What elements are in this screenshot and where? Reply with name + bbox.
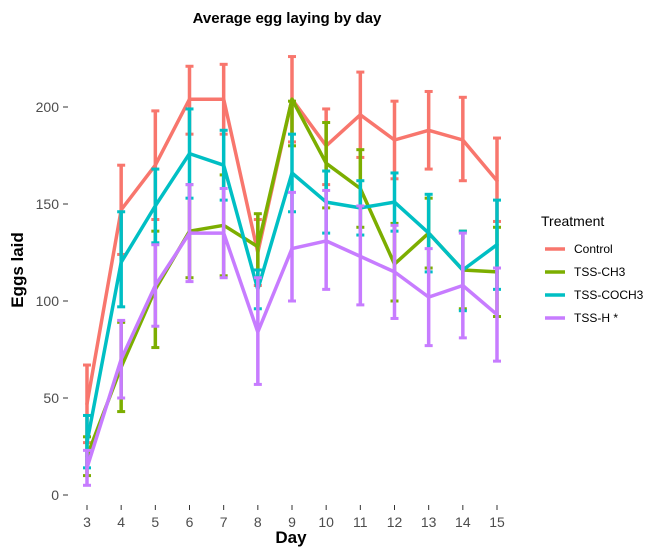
x-tick-label: 6 [186, 514, 194, 530]
x-tick-label: 12 [387, 514, 403, 530]
chart-title: Average egg laying by day [193, 10, 382, 27]
axes: 0 50 100 150 200 3 4 5 6 7 8 9 10 11 12 13 14 15 [36, 99, 505, 530]
x-tick-label: 5 [151, 514, 159, 530]
x-tick-label: 10 [318, 514, 334, 530]
series-3 [83, 183, 501, 487]
y-tick-label: 200 [36, 99, 60, 115]
y-tick-label: 150 [36, 196, 60, 212]
legend: Treatment Control TSS-CH3 TSS-COCH3 TSS-H * [541, 213, 644, 325]
x-tick-label: 3 [83, 514, 91, 530]
y-tick-label: 100 [36, 293, 60, 309]
y-tick-label: 0 [51, 487, 59, 503]
legend-label: Control [574, 242, 613, 256]
legend-label: TSS-H * [574, 311, 618, 325]
x-tick-label: 4 [117, 514, 125, 530]
x-tick-label: 15 [489, 514, 505, 530]
series-line [85, 151, 499, 445]
series-layer [83, 55, 501, 487]
series-line [85, 231, 499, 470]
x-tick-label: 13 [421, 514, 437, 530]
x-tick-label: 11 [353, 514, 368, 530]
legend-label: TSS-CH3 [574, 265, 626, 279]
x-tick-label: 8 [254, 514, 262, 530]
legend-label: TSS-COCH3 [574, 288, 644, 302]
x-tick-label: 7 [220, 514, 228, 530]
legend-title: Treatment [541, 213, 604, 229]
x-tick-label: 14 [455, 514, 471, 530]
x-tick-label: 9 [288, 514, 296, 530]
x-axis-title: Day [275, 528, 307, 547]
y-tick-label: 50 [43, 390, 59, 406]
y-axis-title: Eggs laid [8, 232, 27, 308]
